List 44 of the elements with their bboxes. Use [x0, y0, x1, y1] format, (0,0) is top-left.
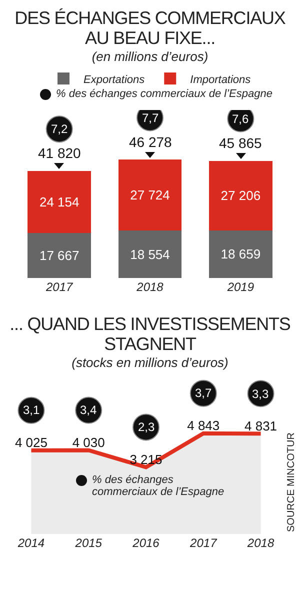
annotation: % des échanges commerciaux de l’Espagne — [92, 474, 226, 498]
bar — [28, 171, 92, 233]
chart-title: ... QUAND LES INVESTISSEMENTS STAGNENT — [8, 314, 292, 354]
data-label: 4 030 — [72, 435, 105, 450]
text: 3,1 — [23, 403, 40, 417]
data-label: 18 554 — [130, 246, 170, 262]
chart-title: DES ÉCHANGES COMMERCIAUX AU BEAU FIXE... — [14, 8, 286, 48]
chart-subtitle: (stocks en millions d’euros) — [70, 355, 230, 370]
x-tick-label: 2017 — [189, 536, 218, 550]
x-tick-label: 2019 — [226, 280, 254, 294]
bar — [208, 230, 272, 278]
total-label: 41 820 — [38, 145, 82, 161]
bar — [118, 230, 182, 278]
bar — [28, 232, 92, 278]
text: 7,6 — [232, 112, 250, 126]
legend-label: Exportations — [84, 74, 146, 86]
total-label: 45 865 — [219, 135, 262, 151]
data-label: 4 843 — [187, 418, 220, 434]
chart-subtitle: (en millions d’euros) — [90, 49, 210, 64]
x-tick-label: 2017 — [44, 280, 74, 294]
legend-label: Importations — [190, 74, 252, 86]
data-label: 17 667 — [39, 248, 80, 263]
x-tick-label: 2016 — [132, 536, 160, 550]
text: 3,3 — [252, 387, 270, 401]
x-tick-label: 2018 — [246, 536, 274, 550]
data-label: 27 206 — [220, 188, 261, 204]
text: % des échanges commerciaux de l’Espagne — [56, 88, 272, 100]
x-tick-label: 2018 — [136, 280, 164, 294]
data-label: 18 659 — [220, 246, 261, 262]
text: 3,7 — [195, 386, 212, 400]
data-label: 24 154 — [39, 194, 80, 210]
x-tick-label: 2014 — [16, 536, 45, 550]
data-label: 4 025 — [14, 435, 48, 450]
data-label: 4 831 — [244, 418, 278, 434]
annotation: 2,3 — [138, 420, 156, 434]
text: 7,7 — [142, 111, 160, 125]
data-label: 27 724 — [130, 188, 170, 203]
text: 3,4 — [80, 403, 98, 417]
text: 7,2 — [51, 122, 68, 136]
annotation: SOURCE MINCOTUR — [286, 432, 297, 532]
total-label: 46 278 — [129, 134, 172, 150]
bar — [118, 160, 182, 231]
x-tick-label: 2015 — [74, 536, 102, 550]
bar — [208, 160, 272, 230]
